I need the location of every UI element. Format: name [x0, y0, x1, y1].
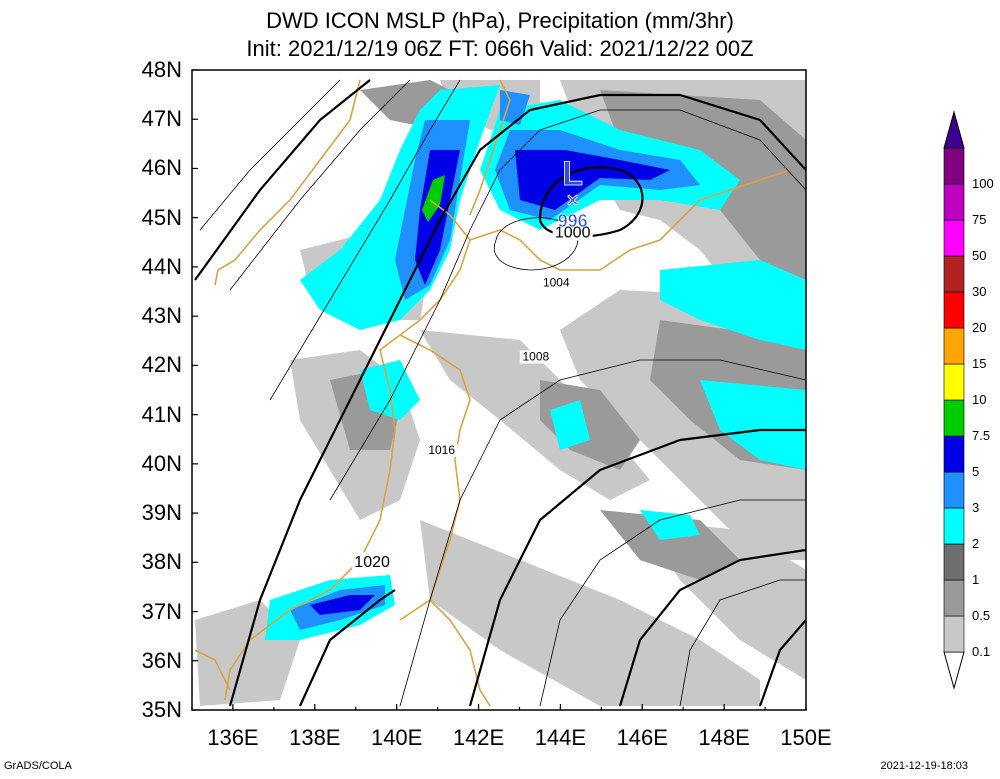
isobar-label-bg [519, 350, 552, 364]
low-pressure-value: 996 [558, 211, 588, 231]
isobar-label: 1008 [522, 349, 549, 363]
colorbar-max-triangle [943, 110, 965, 149]
colorbar-label: 0.5 [972, 608, 991, 623]
colorbar-segment [943, 615, 965, 653]
colorbar [943, 110, 965, 690]
colorbar-segment [943, 579, 965, 617]
colorbar-label: 75 [972, 212, 987, 227]
colorbar-segment [943, 147, 965, 185]
isobars-thin [199, 79, 806, 707]
colorbar-label: 10 [972, 392, 987, 407]
lat-label: 35N [141, 697, 182, 722]
colorbar-label: 5 [972, 464, 980, 479]
isobars-thick [194, 79, 806, 707]
colorbar-segment [943, 219, 965, 257]
low-pressure-layer: L×996 [557, 155, 588, 232]
colorbar-segment [943, 255, 965, 293]
lat-label: 42N [141, 352, 182, 378]
colorbar-label: 3 [972, 500, 980, 515]
colorbar-label: 30 [972, 284, 987, 299]
map-subtitle: Init: 2021/12/19 06Z FT: 066h Valid: 202… [246, 36, 754, 61]
lat-label: 44N [141, 253, 182, 279]
colorbar-label: 50 [972, 248, 987, 263]
lat-label: 41N [141, 401, 182, 427]
isobar-label: 1000 [555, 224, 591, 241]
low-symbol: L [562, 155, 583, 193]
lon-label: 150E [780, 725, 832, 750]
lat-label: 36N [141, 647, 182, 673]
precip-3-5-areas [310, 150, 670, 615]
colorbar-label: 15 [972, 356, 987, 371]
colorbar-segment [943, 183, 965, 221]
colorbar-label: 0.1 [972, 644, 991, 659]
isobar-label-bg [425, 444, 458, 457]
lon-label: 140E [370, 725, 423, 750]
colorbar-segment [943, 363, 965, 401]
lat-label: 39N [141, 500, 182, 526]
colorbar-segment [943, 471, 965, 509]
colorbar-segment [943, 507, 965, 545]
footer-timestamp: 2021-12-19-18:03 [880, 760, 968, 772]
isobar-label-bg [552, 222, 593, 241]
colorbar-segment [943, 435, 965, 473]
isobar-label-bg [540, 276, 573, 290]
lon-label: 148E [698, 725, 750, 750]
low-center-marker: × [567, 190, 579, 212]
colorbar-label: 7.5 [972, 428, 991, 443]
colorbar-segment [943, 291, 965, 329]
lat-label: 43N [141, 303, 182, 329]
map-title: DWD ICON MSLP (hPa), Precipitation (mm/3… [266, 8, 734, 33]
axis-ticks [191, 69, 807, 711]
footer-credit: GrADS/COLA [4, 760, 72, 772]
lon-label: 144E [534, 725, 587, 750]
colorbar-label: 1 [972, 572, 980, 587]
lat-label: 37N [141, 598, 182, 624]
colorbar-segment [943, 543, 965, 581]
lat-label: 46N [141, 155, 182, 181]
lon-label: 138E [289, 725, 341, 750]
isobar-label: 1004 [543, 276, 570, 290]
colorbar-min-triangle [943, 651, 965, 690]
isobar-label-bg [352, 552, 393, 571]
lat-label: 40N [141, 450, 182, 476]
lon-label: 142E [452, 725, 505, 750]
colorbar-segment [943, 399, 965, 437]
plot-frame [191, 69, 807, 711]
isobar-label-layer: 1000 1004 1008 1016 1020 [352, 222, 593, 571]
colorbar-segment [943, 327, 965, 365]
colorbar-label: 2 [972, 536, 980, 551]
lat-label: 45N [141, 204, 182, 230]
lat-label: 47N [141, 106, 182, 132]
colorbar-label: 20 [972, 320, 987, 335]
lon-label: 136E [207, 725, 259, 750]
colorbar-label: 100 [972, 176, 994, 191]
lat-label: 48N [141, 57, 182, 82]
isobar-label: 1020 [354, 554, 390, 571]
isobar-label: 1016 [428, 443, 455, 457]
lat-label: 38N [141, 549, 182, 575]
precip-5-75-area [422, 175, 445, 222]
lon-label: 146E [616, 725, 668, 750]
